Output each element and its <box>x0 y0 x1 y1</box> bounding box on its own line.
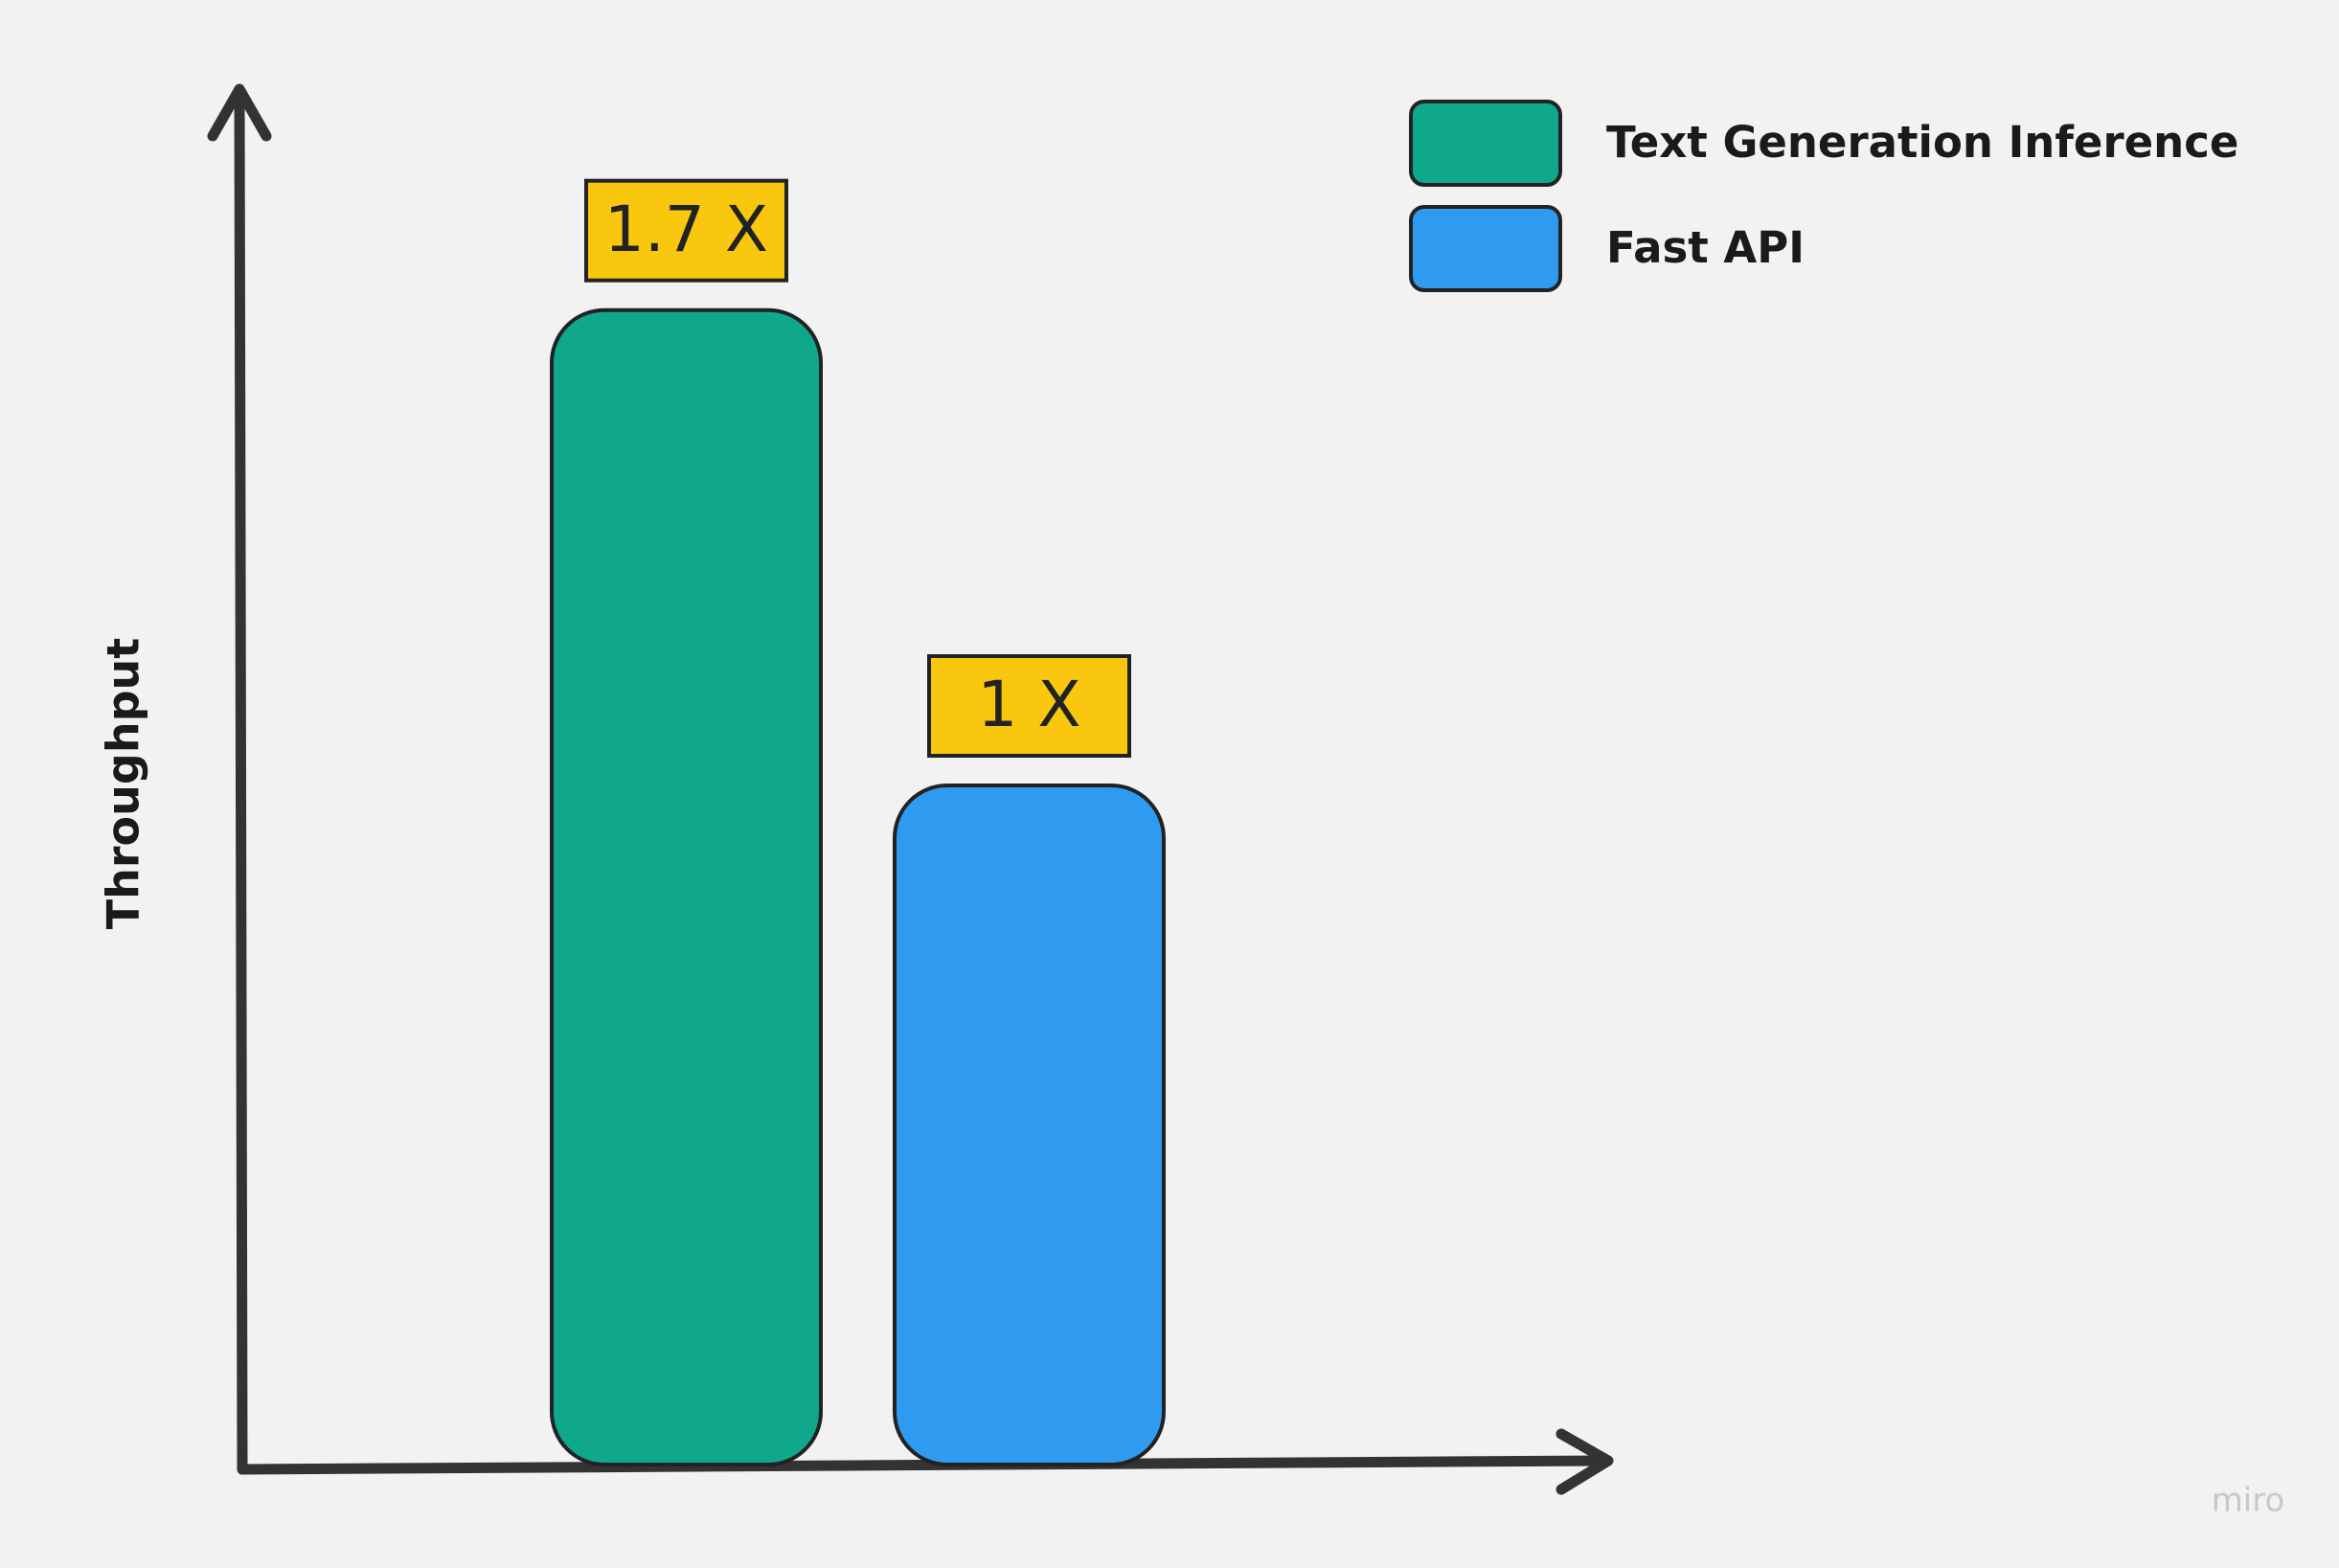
watermark: miro <box>2212 1482 2285 1520</box>
legend-label: Text Generation Inference <box>1606 117 2238 168</box>
legend-swatch <box>1409 205 1562 292</box>
value-label-box <box>584 178 788 283</box>
bar <box>550 307 823 1467</box>
legend-swatch <box>1409 100 1562 187</box>
y-axis-label: Throughput <box>98 638 149 930</box>
value-label: 1.7 X <box>604 193 768 266</box>
legend-label: Fast API <box>1606 222 1805 273</box>
y-axis <box>234 90 248 1475</box>
y-axis-arrow <box>207 83 272 142</box>
value-label: 1 X <box>977 668 1080 741</box>
x-axis-arrow <box>1556 1428 1614 1495</box>
x-axis <box>237 1455 1605 1475</box>
bar <box>893 784 1166 1466</box>
value-label-box <box>927 654 1131 758</box>
